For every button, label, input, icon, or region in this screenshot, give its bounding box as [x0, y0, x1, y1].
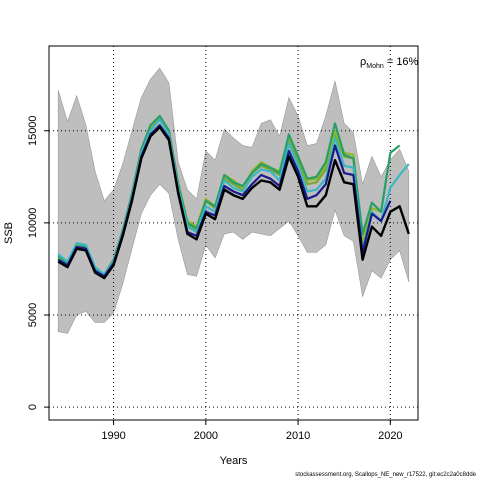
x-tick-label-2020: 2020 — [378, 430, 402, 442]
y-axis-label: SSB — [3, 222, 15, 244]
series-layer — [57, 114, 410, 280]
y-tick-label-0: 0 — [27, 404, 39, 410]
y-tick-label-10000: 10000 — [27, 208, 39, 239]
ssb-estimate-line — [57, 125, 410, 280]
mohn-rho-symbol: ρ — [360, 56, 366, 68]
x-tick-label-2000: 2000 — [194, 430, 218, 442]
y-axis: 0 5000 10000 15000 — [27, 115, 49, 410]
x-tick-label-1990: 1990 — [101, 430, 125, 442]
x-tick-label-2010: 2010 — [286, 430, 310, 442]
plot-frame — [48, 45, 419, 421]
y-tick-label-15000: 15000 — [27, 115, 39, 146]
grid-layer — [49, 46, 418, 420]
footer-credit: stockassessment.org, Scallops_NE_new_r17… — [295, 472, 476, 478]
mohn-rho-value: = 16% — [384, 56, 419, 68]
y-tick-label-5000: 5000 — [27, 303, 39, 327]
x-axis: 1990 2000 2010 2020 — [101, 420, 403, 442]
mohn-rho-subscript: Mohn — [366, 63, 384, 70]
mohn-rho-annotation: ρMohn = 16% — [360, 56, 419, 70]
x-axis-label: Years — [220, 455, 248, 467]
